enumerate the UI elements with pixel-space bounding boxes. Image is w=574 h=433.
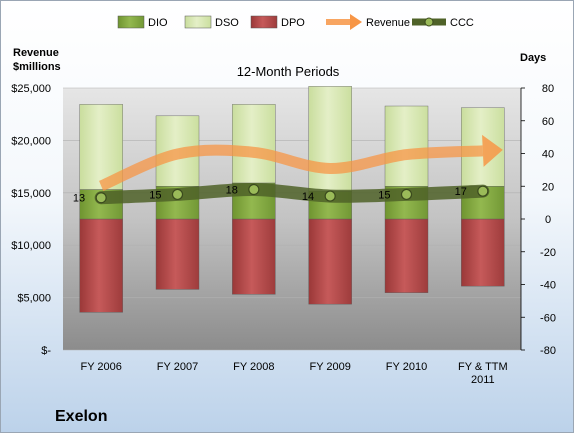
category-label: FY & TTM 2011 <box>458 361 508 386</box>
bar-dpo <box>155 218 200 290</box>
legend-label: CCC <box>450 17 474 29</box>
bar-dpo <box>232 218 276 295</box>
ccc-data-label: 15 <box>378 189 390 201</box>
legend-label: DPO <box>281 17 305 29</box>
bar-dpo <box>461 218 505 287</box>
right-tick-label: -40 <box>540 280 556 292</box>
legend-label: DSO <box>215 17 239 29</box>
bar-dpo <box>79 218 123 313</box>
left-tick-label: $10,000 <box>11 240 51 252</box>
right-tick-label: 0 <box>545 214 551 226</box>
right-tick-label: -80 <box>540 345 556 357</box>
plot-area <box>63 88 521 350</box>
legend-dpo-swatch <box>250 15 278 29</box>
category-label: FY 2006 <box>80 361 121 373</box>
ccc-data-label: 14 <box>302 191 314 203</box>
category-label: FY 2008 <box>233 361 274 373</box>
ccc-point <box>400 188 413 201</box>
ccc-line <box>94 183 490 205</box>
ccc-point <box>171 188 184 201</box>
axes: $25,000 $20,000 $15,000 $10,000 $5,000 $- 80 60… <box>11 83 556 386</box>
left-tick-label: $25,000 <box>11 83 51 95</box>
right-tick-label: -20 <box>540 247 556 259</box>
right-tick-label: 40 <box>542 149 554 161</box>
bar-dpo <box>308 218 352 305</box>
category-label: FY 2009 <box>309 361 350 373</box>
left-tick-label: $20,000 <box>11 135 51 147</box>
bar-dso <box>384 105 429 187</box>
right-tick-label: 60 <box>542 116 554 128</box>
company-name: Exelon <box>55 408 108 425</box>
category-label: FY 2007 <box>157 361 198 373</box>
right-tick-label: 20 <box>542 181 554 193</box>
legend-label: DIO <box>148 17 168 29</box>
bar-dpo <box>384 218 429 293</box>
ccc-point <box>95 192 107 204</box>
ccc-point <box>477 185 489 197</box>
ccc-data-label: 13 <box>73 193 85 205</box>
bar-dso <box>308 86 352 192</box>
right-tick-label: -60 <box>540 312 556 324</box>
legend-dio-swatch <box>117 15 145 29</box>
ccc-data-label: 17 <box>455 186 467 198</box>
chart-subtitle: 12-Month Periods <box>236 64 340 79</box>
right-tick-label: 80 <box>542 83 554 95</box>
legend-ccc-marker <box>424 17 434 27</box>
ccc-data-label: 18 <box>226 185 238 197</box>
legend: DIO DSO DPO Revenue CCC <box>117 14 474 30</box>
left-tick-label: $- <box>41 345 51 357</box>
left-tick-label: $15,000 <box>11 188 51 200</box>
bars <box>79 86 505 313</box>
bar-dso <box>232 104 276 184</box>
legend-revenue-arrowhead <box>350 14 362 30</box>
category-label: FY 2010 <box>386 361 427 373</box>
left-axis-title: Revenue $millions <box>13 47 61 73</box>
revenue-line <box>98 144 484 192</box>
legend-dso-swatch <box>184 15 212 29</box>
ccc-data-label: 15 <box>149 189 161 201</box>
right-axis-title: Days <box>520 52 547 64</box>
revenue-arrowhead <box>482 134 503 167</box>
ccc-point <box>248 183 260 196</box>
left-tick-label: $5,000 <box>17 293 51 305</box>
ccc-point <box>324 190 336 202</box>
legend-label: Revenue <box>366 17 410 29</box>
lines: 13 15 18 14 15 17 <box>73 134 503 205</box>
